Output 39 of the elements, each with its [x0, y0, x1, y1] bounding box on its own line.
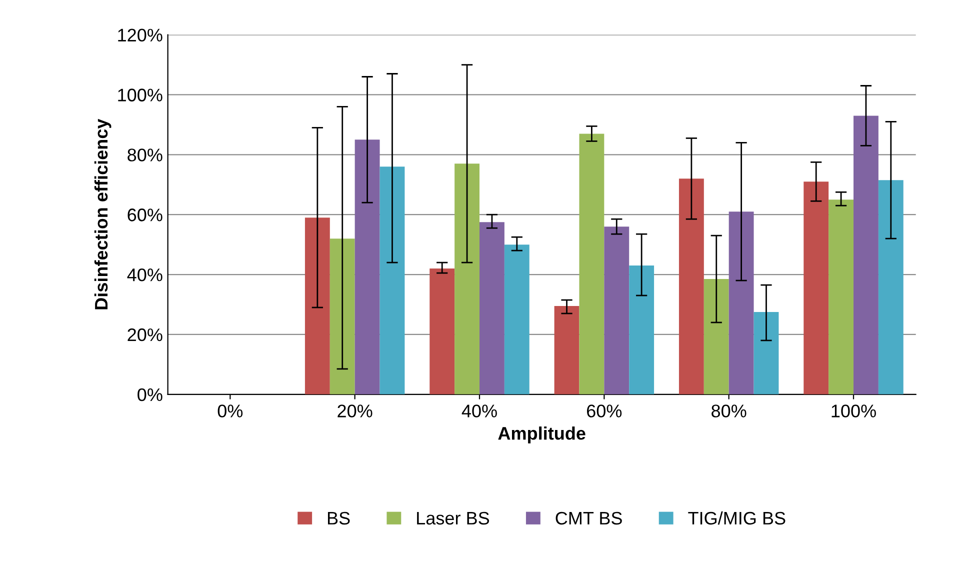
y-tick-label: 40%	[127, 268, 162, 282]
bar	[430, 268, 455, 394]
bar	[579, 134, 604, 394]
y-tick-label: 80%	[128, 148, 162, 162]
y-tick-label: 60%	[128, 208, 162, 222]
x-tick-label: 60%	[587, 404, 622, 418]
bar	[304, 218, 330, 394]
legend-label: BS	[328, 512, 350, 525]
bar	[330, 238, 355, 394]
bar	[629, 266, 654, 394]
y-tick-label: 20%	[128, 328, 162, 342]
bar	[480, 222, 504, 394]
bar	[354, 140, 380, 394]
bar	[678, 178, 704, 394]
y-tick-label: 100%	[118, 88, 162, 102]
legend-label: CMT BS	[556, 512, 622, 525]
x-axis-title: Amplitude	[498, 426, 586, 444]
bar	[878, 180, 904, 394]
bar	[704, 279, 729, 394]
bar	[454, 164, 480, 394]
bar	[380, 166, 405, 394]
x-tick-label: 20%	[338, 404, 372, 418]
y-tick-label: 0%	[138, 388, 162, 402]
bar	[554, 306, 580, 394]
bar	[804, 182, 829, 394]
x-tick-label: 80%	[712, 404, 746, 418]
legend-label: Laser BS	[417, 512, 490, 525]
bar	[854, 116, 878, 394]
x-tick-label: 100%	[832, 404, 876, 418]
bar	[604, 226, 630, 394]
bar	[728, 212, 754, 394]
bar	[828, 200, 854, 394]
bar	[504, 244, 530, 394]
x-tick-label: 40%	[462, 404, 497, 418]
y-axis-title: Disinfection efficiency	[94, 118, 112, 310]
y-tick-label: 120%	[118, 28, 162, 42]
x-tick-label: 0%	[218, 404, 243, 418]
bar	[754, 312, 779, 394]
legend-label: TIG/MIG BS	[688, 511, 786, 525]
